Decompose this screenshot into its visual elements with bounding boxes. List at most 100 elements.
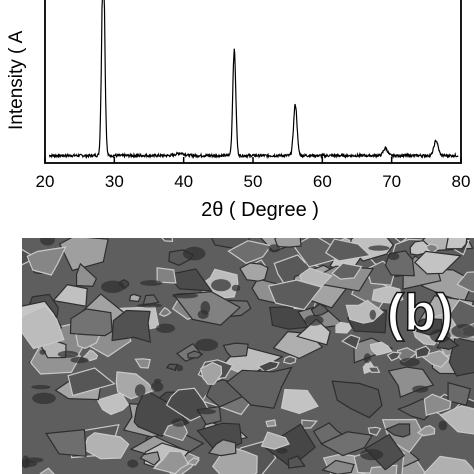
sem-shadow [134,384,146,397]
sem-micrograph: (b) [22,238,474,474]
sem-flake [82,432,130,460]
x-axis: 20 30 40 50 60 70 80 [36,157,471,191]
sem-shadow [360,449,384,461]
sem-shadow [195,338,219,352]
sem-flakes [22,238,474,474]
sem-flake [265,419,277,428]
sem-shadow [182,246,206,261]
sem-flake [158,307,172,317]
sem-shadow [304,314,324,326]
sem-flake [58,238,109,272]
sem-flake [423,455,474,474]
sem-flake [222,342,249,358]
sem-flake [331,262,363,280]
sem-flake [200,361,223,385]
sem-shadow [101,280,125,293]
sem-flake [423,393,452,416]
sem-flake [387,366,435,398]
sem-flake [22,305,65,350]
sem-shadow [363,353,371,364]
xrd-pattern-line [48,0,459,160]
sem-shadow [32,392,56,404]
sem-flake [447,381,472,406]
sem-flake [156,267,177,284]
sem-flake [369,341,393,356]
sem-flake [185,457,200,466]
sem-shadow [438,420,448,431]
sem-flake [310,303,329,317]
sem-shadow [200,301,211,315]
x-tick-label: 30 [105,172,124,191]
sem-shadow [451,324,474,338]
x-tick-label: 20 [36,172,55,191]
sem-flake [260,431,290,450]
sem-flake [52,283,88,307]
x-tick-label: 70 [382,172,401,191]
sem-flake [128,293,142,303]
sem-flake [280,388,319,415]
sem-shadow [369,309,376,320]
sem-shadow [231,284,241,292]
sem-shadow [57,350,79,358]
sem-flake [448,299,474,331]
sem-flake [364,433,405,471]
sem-flake [324,238,372,262]
sem-flake [369,464,398,474]
sem-flake [187,350,204,359]
sem-flake [335,321,352,334]
sem-shadow [368,245,390,251]
sem-flake [415,345,431,359]
sem-flake [69,308,113,337]
sem-flake [456,271,474,293]
sem-shadow [22,455,30,469]
sem-flake [225,366,293,409]
sem-shadow [39,349,47,355]
sem-flake [26,246,67,276]
sem-flake [75,262,98,288]
sem-flake [207,439,237,457]
sem-shadow [70,357,89,364]
sem-flake [134,358,151,369]
sem-shadow [150,381,164,392]
plot-frame [44,0,462,164]
sem-shadow [399,357,420,367]
sem-shadow [127,459,139,468]
x-tick-label: 80 [452,172,471,191]
sem-shadow [429,328,451,343]
xrd-chart: 20 30 40 50 60 70 80 Intensity ( A 2θ ( Degree… [6,0,471,221]
y-axis-label: Intensity ( A [6,30,27,130]
x-tick-label: 50 [244,172,263,191]
sem-shadow [140,280,163,286]
sem-flake [139,451,161,466]
sem-flake [82,349,99,362]
sem-shadow [176,364,184,372]
sem-shadow [196,408,216,415]
sem-flake [263,423,316,468]
sem-flake [414,250,462,275]
sem-shadow [137,303,163,308]
sem-shadow [268,244,281,253]
sem-shadow [276,447,288,454]
sem-flake [384,423,411,438]
sem-flake [386,351,402,362]
sem-flake [287,455,306,469]
sem-flake [319,431,374,457]
sem-shadow [31,385,51,390]
x-tick-label: 40 [174,172,193,191]
sem-flake [331,380,383,419]
sem-shadow [171,418,187,427]
sem-flake [394,238,408,244]
sem-flake [439,405,474,435]
x-tick-label: 60 [313,172,332,191]
sem-shadow [155,323,176,333]
sem-shadow [172,292,199,299]
x-axis-label: 2θ ( Degree ) [201,199,319,221]
sem-flake [416,425,436,437]
sem-flake [367,426,382,437]
sem-flake [111,309,151,343]
sem-shadow [387,252,400,261]
sem-flake [283,355,297,365]
sem-flake [239,262,269,282]
sem-shadow [40,238,55,246]
sem-flake [45,429,87,457]
